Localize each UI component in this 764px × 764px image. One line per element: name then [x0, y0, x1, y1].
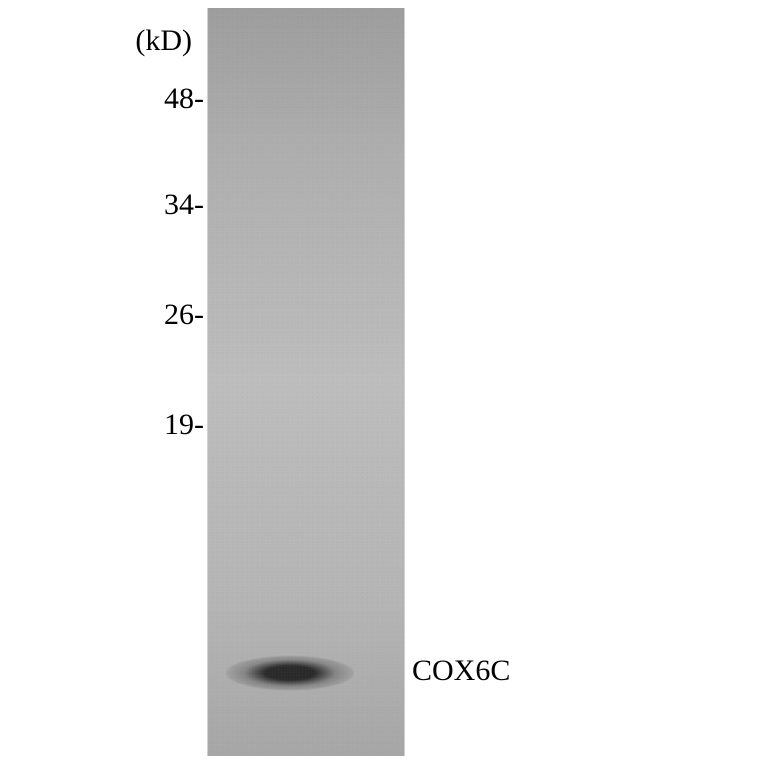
western-blot-figure: (kD) 48- 34- 26- 19- COX6C [0, 0, 764, 764]
mw-marker-26: 26- [164, 298, 204, 332]
mw-marker-48: 48- [164, 82, 204, 116]
band-cox6c [226, 656, 354, 690]
gel-lane [207, 8, 405, 756]
mw-marker-19: 19- [164, 408, 204, 442]
axis-title: (kD) [135, 24, 192, 58]
band-label-cox6c: COX6C [412, 654, 510, 688]
mw-marker-34: 34- [164, 188, 204, 222]
